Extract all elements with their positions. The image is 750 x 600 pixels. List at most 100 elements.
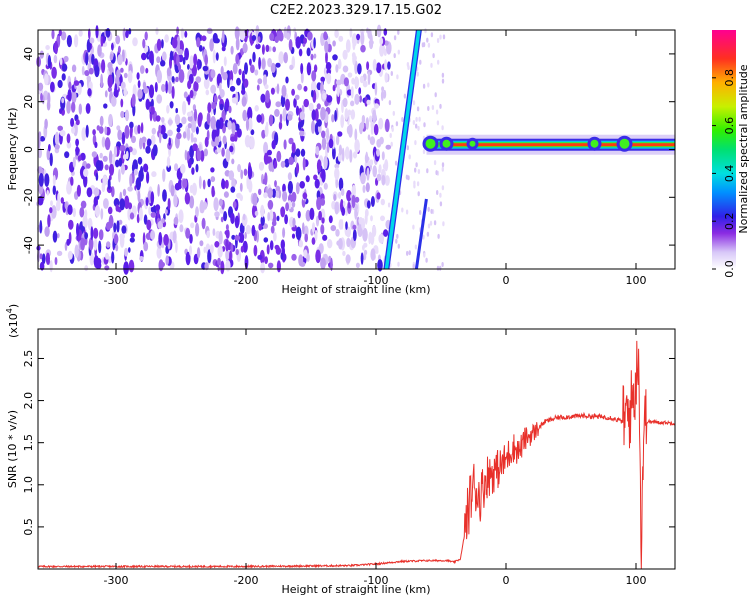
noise-blob bbox=[115, 244, 119, 252]
noise-blob bbox=[336, 79, 342, 86]
noise-blob bbox=[260, 215, 265, 226]
noise-blob bbox=[337, 131, 343, 137]
noise-blob bbox=[250, 64, 255, 74]
noise-scatter bbox=[412, 100, 416, 106]
noise-blob bbox=[240, 245, 245, 253]
noise-blob bbox=[219, 103, 224, 111]
noise-blob bbox=[199, 240, 204, 247]
noise-blob bbox=[239, 30, 246, 41]
noise-blob bbox=[225, 260, 231, 272]
noise-blob bbox=[158, 232, 163, 246]
snr-ticks: -300 -200 -100 0 100 0.5 1.0 1.5 2.0 2.5 bbox=[22, 329, 675, 587]
x-tick-label: 100 bbox=[626, 574, 647, 587]
noise-blob bbox=[332, 40, 336, 47]
noise-blob bbox=[137, 124, 141, 134]
noise-scatter bbox=[403, 93, 407, 99]
noise-blob bbox=[249, 58, 252, 66]
spectrogram-panel: -300 -200 -100 0 100 40 20 0 -20 -40 Height of st… bbox=[6, 24, 676, 296]
noise-scatter bbox=[393, 35, 397, 41]
noise-blob bbox=[284, 214, 288, 225]
noise-blob bbox=[311, 70, 317, 82]
noise-blob bbox=[248, 179, 253, 193]
noise-blob bbox=[220, 216, 224, 223]
noise-blob bbox=[148, 206, 152, 216]
snr-xlabel: Height of straight line (km) bbox=[281, 583, 430, 596]
noise-blob bbox=[349, 27, 353, 38]
noise-blob bbox=[383, 89, 387, 99]
noise-scatter bbox=[422, 42, 426, 48]
noise-scatter bbox=[427, 82, 430, 88]
noise-blob bbox=[191, 64, 197, 77]
noise-scatter bbox=[408, 154, 411, 160]
noise-blob bbox=[90, 226, 94, 241]
noise-blob bbox=[115, 159, 120, 168]
noise-blob bbox=[360, 44, 366, 53]
noise-blob bbox=[289, 64, 294, 71]
noise-blob bbox=[268, 262, 274, 269]
noise-blob bbox=[89, 252, 95, 266]
noise-blob bbox=[107, 62, 113, 69]
noise-blob bbox=[235, 249, 239, 256]
noise-blob bbox=[362, 227, 368, 242]
noise-blob bbox=[378, 233, 385, 244]
noise-blob bbox=[143, 214, 148, 225]
noise-blob bbox=[241, 89, 246, 95]
noise-blob bbox=[60, 197, 64, 204]
x-tick-label: 100 bbox=[626, 274, 647, 287]
noise-blob bbox=[72, 207, 77, 218]
noise-blob bbox=[182, 178, 188, 189]
noise-blob bbox=[192, 137, 198, 143]
noise-blob bbox=[258, 161, 265, 171]
noise-blob bbox=[39, 50, 44, 59]
colorbar: 0.0 0.2 0.4 0.6 0.8 Normalized spectral ampl… bbox=[712, 30, 750, 278]
noise-blob bbox=[369, 136, 376, 146]
noise-blob bbox=[210, 167, 215, 173]
noise-scatter bbox=[441, 125, 444, 131]
noise-blob bbox=[131, 135, 136, 144]
noise-blob bbox=[74, 34, 79, 48]
noise-blob bbox=[283, 139, 287, 150]
noise-blob bbox=[311, 109, 316, 121]
noise-blob bbox=[56, 233, 60, 239]
noise-blob bbox=[309, 207, 315, 220]
noise-blob bbox=[275, 185, 281, 192]
noise-blob bbox=[360, 252, 364, 265]
noise-blob bbox=[381, 174, 386, 186]
spectrogram-ylabel: Frequency (Hz) bbox=[6, 108, 19, 191]
noise-blob bbox=[44, 73, 49, 86]
noise-blob bbox=[202, 65, 209, 72]
noise-blob bbox=[84, 265, 89, 272]
noise-blob bbox=[347, 202, 351, 209]
noise-blob bbox=[225, 239, 229, 252]
noise-blob bbox=[316, 103, 321, 110]
noise-blob bbox=[352, 151, 358, 159]
noise-blob bbox=[176, 54, 180, 67]
noise-blob bbox=[119, 144, 126, 153]
noise-blob bbox=[364, 212, 368, 225]
noise-blob bbox=[316, 159, 322, 173]
noise-blob bbox=[124, 109, 130, 122]
noise-scatter bbox=[442, 221, 445, 227]
noise-blob bbox=[229, 70, 234, 84]
noise-scatter bbox=[396, 233, 399, 239]
noise-blob bbox=[306, 253, 310, 262]
noise-blob bbox=[136, 213, 140, 224]
noise-blob bbox=[370, 196, 375, 207]
noise-blob bbox=[345, 254, 351, 264]
noise-blob bbox=[170, 184, 175, 197]
noise-blob bbox=[266, 244, 270, 255]
noise-blob bbox=[354, 76, 360, 89]
noise-blob bbox=[350, 100, 355, 107]
noise-blob bbox=[298, 48, 303, 57]
noise-blob bbox=[345, 39, 351, 53]
noise-blob bbox=[223, 56, 227, 67]
noise-blob bbox=[241, 96, 247, 107]
noise-blob bbox=[351, 184, 356, 197]
noise-blob bbox=[280, 252, 284, 260]
noise-blob bbox=[223, 191, 229, 198]
noise-blob bbox=[102, 36, 106, 44]
noise-blob bbox=[131, 93, 136, 108]
noise-blob bbox=[254, 210, 259, 217]
noise-blob bbox=[193, 108, 198, 122]
noise-blob bbox=[379, 44, 385, 57]
